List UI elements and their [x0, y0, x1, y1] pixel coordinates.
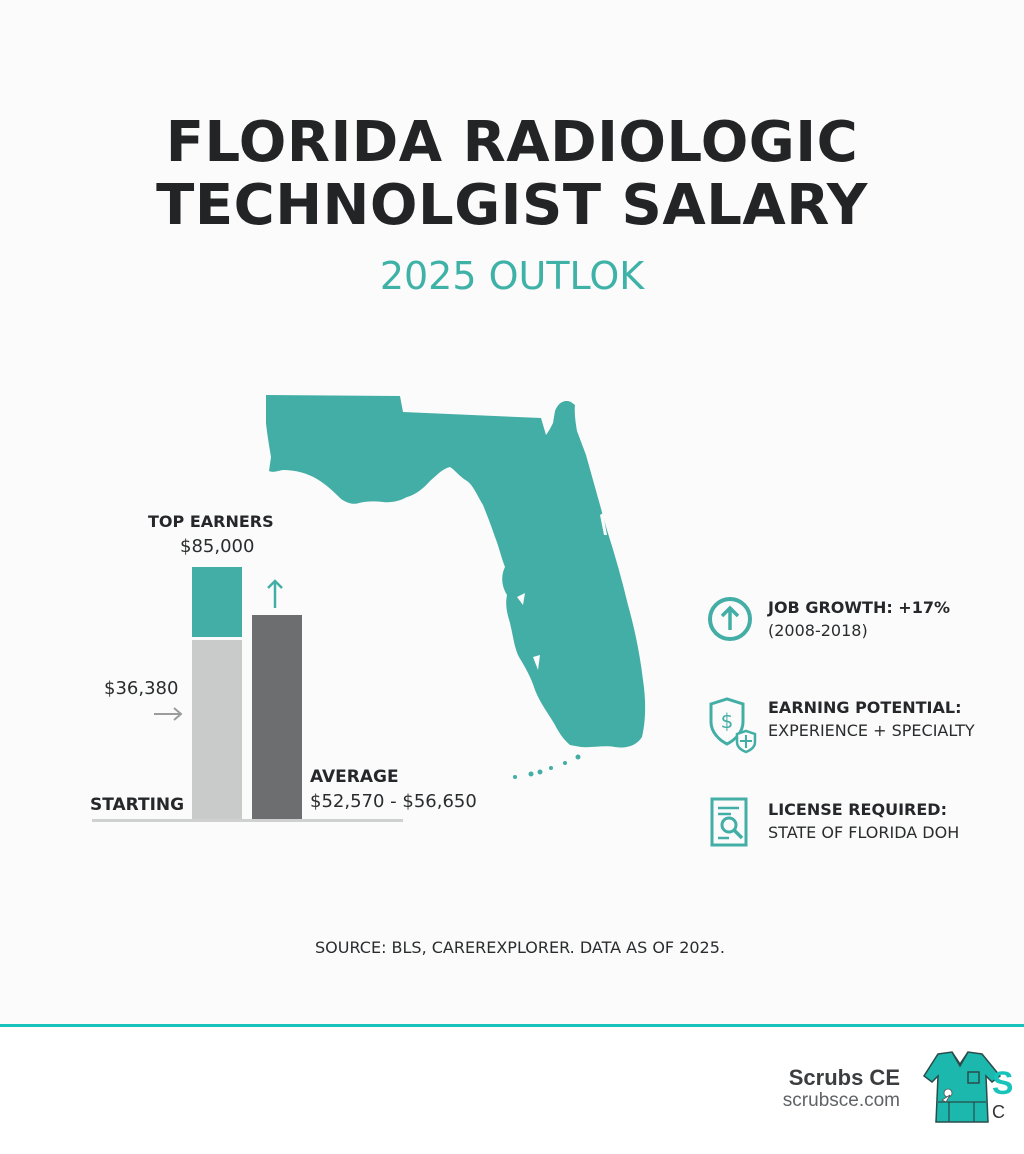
svg-text:$: $ [721, 709, 734, 733]
footer [0, 1027, 1024, 1154]
page-subtitle: 2025 OUTLOK [379, 254, 645, 298]
starting-arrow-right-icon [154, 707, 183, 721]
florida-map-icon [266, 395, 646, 779]
top-earners-bar [192, 567, 242, 637]
page-title-line-2: TECHNOLGIST SALARY [156, 173, 868, 238]
page-title-line-1: FLORIDA RADIOLOGIC [165, 110, 859, 175]
starting-label: STARTING [90, 795, 185, 815]
info-item-job-growth: JOB GROWTH: +17% (2008-2018) [768, 598, 950, 640]
starting-value: $36,380 [104, 678, 179, 699]
license-detail: STATE OF FLORIDA DOH [768, 823, 960, 842]
brand-url[interactable]: scrubsce.com [782, 1090, 900, 1111]
document-search-icon [710, 797, 748, 847]
average-bar [252, 615, 302, 820]
job-growth-detail: (2008-2018) [768, 621, 868, 640]
chart-baseline [92, 819, 403, 822]
average-label: AVERAGE [310, 767, 399, 787]
starting-bar [192, 640, 242, 820]
earning-potential-heading: EARNING POTENTIAL: [768, 698, 962, 717]
brand-name: Scrubs CE [788, 1065, 900, 1090]
growth-arrow-up-icon [267, 579, 283, 608]
info-item-earning-potential: EARNING POTENTIAL: EXPERIENCE + SPECIALT… [768, 698, 975, 740]
earning-potential-detail: EXPERIENCE + SPECIALTY [768, 721, 975, 740]
average-value: $52,570 - $56,650 [310, 791, 477, 812]
arrow-up-circle-icon [708, 597, 752, 641]
svg-text:S: S [992, 1065, 1013, 1101]
source-note: SOURCE: BLS, CAREREXPLORER. DATA AS OF 2… [315, 938, 725, 957]
shield-dollar-icon: $ [709, 697, 757, 754]
job-growth-heading: JOB GROWTH: +17% [768, 598, 950, 617]
top-earners-value: $85,000 [180, 536, 255, 557]
top-earners-label: TOP EARNERS [148, 512, 274, 531]
license-heading: LICENSE REQUIRED: [768, 800, 947, 819]
footer-divider [0, 1024, 1024, 1027]
svg-text:C: C [992, 1102, 1005, 1122]
scrubs-shirt-icon: S C [922, 1051, 1013, 1123]
info-item-license: LICENSE REQUIRED: STATE OF FLORIDA DOH [768, 800, 959, 842]
